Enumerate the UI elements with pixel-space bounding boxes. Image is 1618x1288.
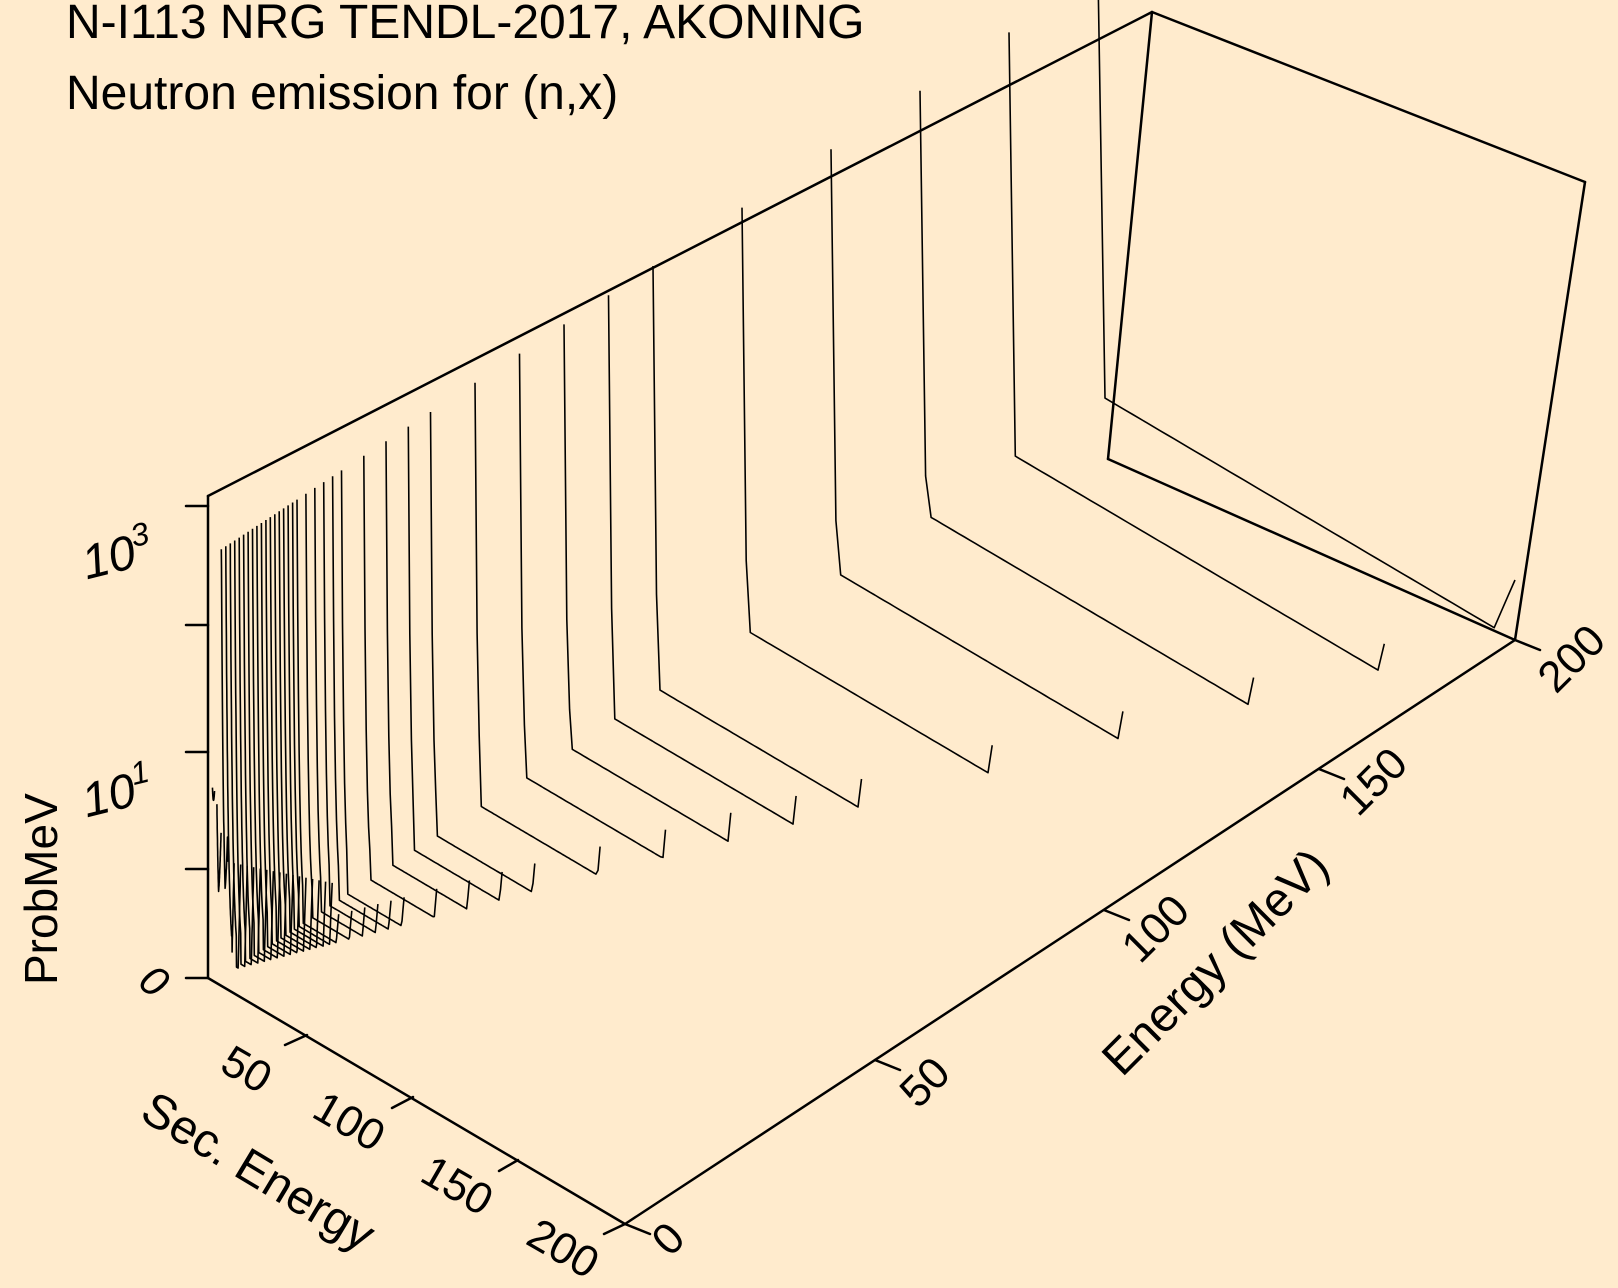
- y-tick-labels: 0 50 100 150 200: [642, 616, 1615, 1266]
- y-tick-150: [1317, 767, 1346, 781]
- y-tick-label: 0: [642, 1213, 694, 1265]
- spectrum-curve: [265, 519, 294, 956]
- z-axis-label: ProbMeV: [15, 793, 67, 985]
- z-tick-label-0: 0: [131, 955, 179, 1007]
- y-axis-line: [623, 638, 1517, 1226]
- spectrum-curve: [331, 476, 392, 930]
- spectrum-curve: [278, 511, 314, 951]
- chart-subtitle: Neutron emission for (n,x): [66, 67, 618, 120]
- y-tick-200: [1513, 638, 1542, 652]
- spectrum-curve: [291, 502, 333, 946]
- spectrum-curve: [216, 804, 222, 893]
- spectrum-curve: [242, 534, 262, 964]
- spectrum-curve: [211, 787, 216, 802]
- y-tick-label: 50: [890, 1048, 959, 1117]
- chart-title: N-I113 NRG TENDL-2017, AKONING: [66, 0, 865, 49]
- spectrum-curve: [282, 508, 320, 949]
- x-tick-150: [497, 1158, 520, 1173]
- back-top-edge: [206, 10, 1154, 498]
- x-axis-line: [206, 976, 627, 1226]
- spectrum-curve: [247, 531, 268, 963]
- spectra-curves: [211, 0, 1516, 969]
- spectrum-curve: [607, 295, 797, 825]
- x-tick-label: 100: [305, 1082, 393, 1161]
- spectrum-curve: [652, 265, 863, 808]
- box-frame: [206, 10, 1587, 642]
- y-tick-label: 200: [1528, 616, 1615, 703]
- axes: [184, 494, 1542, 1236]
- x-tick-label: 50: [213, 1036, 280, 1103]
- spectrum-curve: [269, 517, 301, 954]
- spectrum-curve: [256, 525, 281, 959]
- y-tick-0: [623, 1222, 652, 1236]
- spectrum-curve: [260, 522, 288, 957]
- z-tick-label-10-1: 101: [75, 753, 159, 828]
- spectrum-curve: [220, 549, 229, 890]
- x-tick-200: [602, 1222, 627, 1236]
- y-tick-50: [873, 1058, 902, 1072]
- spectrum-curve: [741, 207, 993, 774]
- spectrum-curve: [474, 382, 601, 875]
- x-tick-100: [390, 1095, 415, 1110]
- spectrum-curve: [238, 537, 255, 966]
- y-axis-label: Energy (MeV): [1092, 839, 1339, 1086]
- x-tick-label: 150: [413, 1146, 501, 1225]
- spectrum-curve: [314, 487, 366, 937]
- spectrum-curve: [407, 426, 503, 901]
- z-tick-base: 10: [76, 526, 141, 590]
- back-right-top-edge: [1150, 10, 1587, 184]
- spectrum-curve: [287, 505, 327, 947]
- spectrum-curve: [919, 90, 1255, 706]
- spectrum-curve: [229, 543, 242, 969]
- spectrum-curve: [429, 411, 536, 893]
- spectrum-curve: [225, 546, 235, 953]
- spectrum-curve: [274, 514, 307, 952]
- spectrum-curve: [1008, 32, 1386, 671]
- spectrum-curve: [830, 149, 1124, 740]
- x-tick-label: 200: [519, 1209, 607, 1288]
- spectrum-curve: [322, 482, 379, 934]
- spectrum-curve: [385, 441, 471, 910]
- spectrum-curve: [296, 499, 340, 944]
- spectrum-curve: [563, 324, 732, 842]
- z-tick-labels: 0 101 103: [75, 515, 179, 1007]
- z-tick-base: 10: [76, 764, 141, 828]
- spectrum-curve: [518, 353, 667, 859]
- spectrum-curve: [340, 470, 405, 927]
- right-vertical-edge: [1513, 180, 1587, 642]
- x-tick-50: [283, 1033, 309, 1047]
- z-tick-label-10-3: 103: [75, 515, 159, 590]
- y-tick-100: [1102, 908, 1131, 922]
- back-vertical-edge: [1106, 10, 1154, 461]
- back-floor-edge: [1106, 457, 1517, 642]
- spectrum-curve: [1097, 0, 1516, 629]
- spectrum-curve: [363, 455, 438, 918]
- spectrum-curve: [305, 493, 353, 940]
- spectrum-curve: [251, 528, 275, 961]
